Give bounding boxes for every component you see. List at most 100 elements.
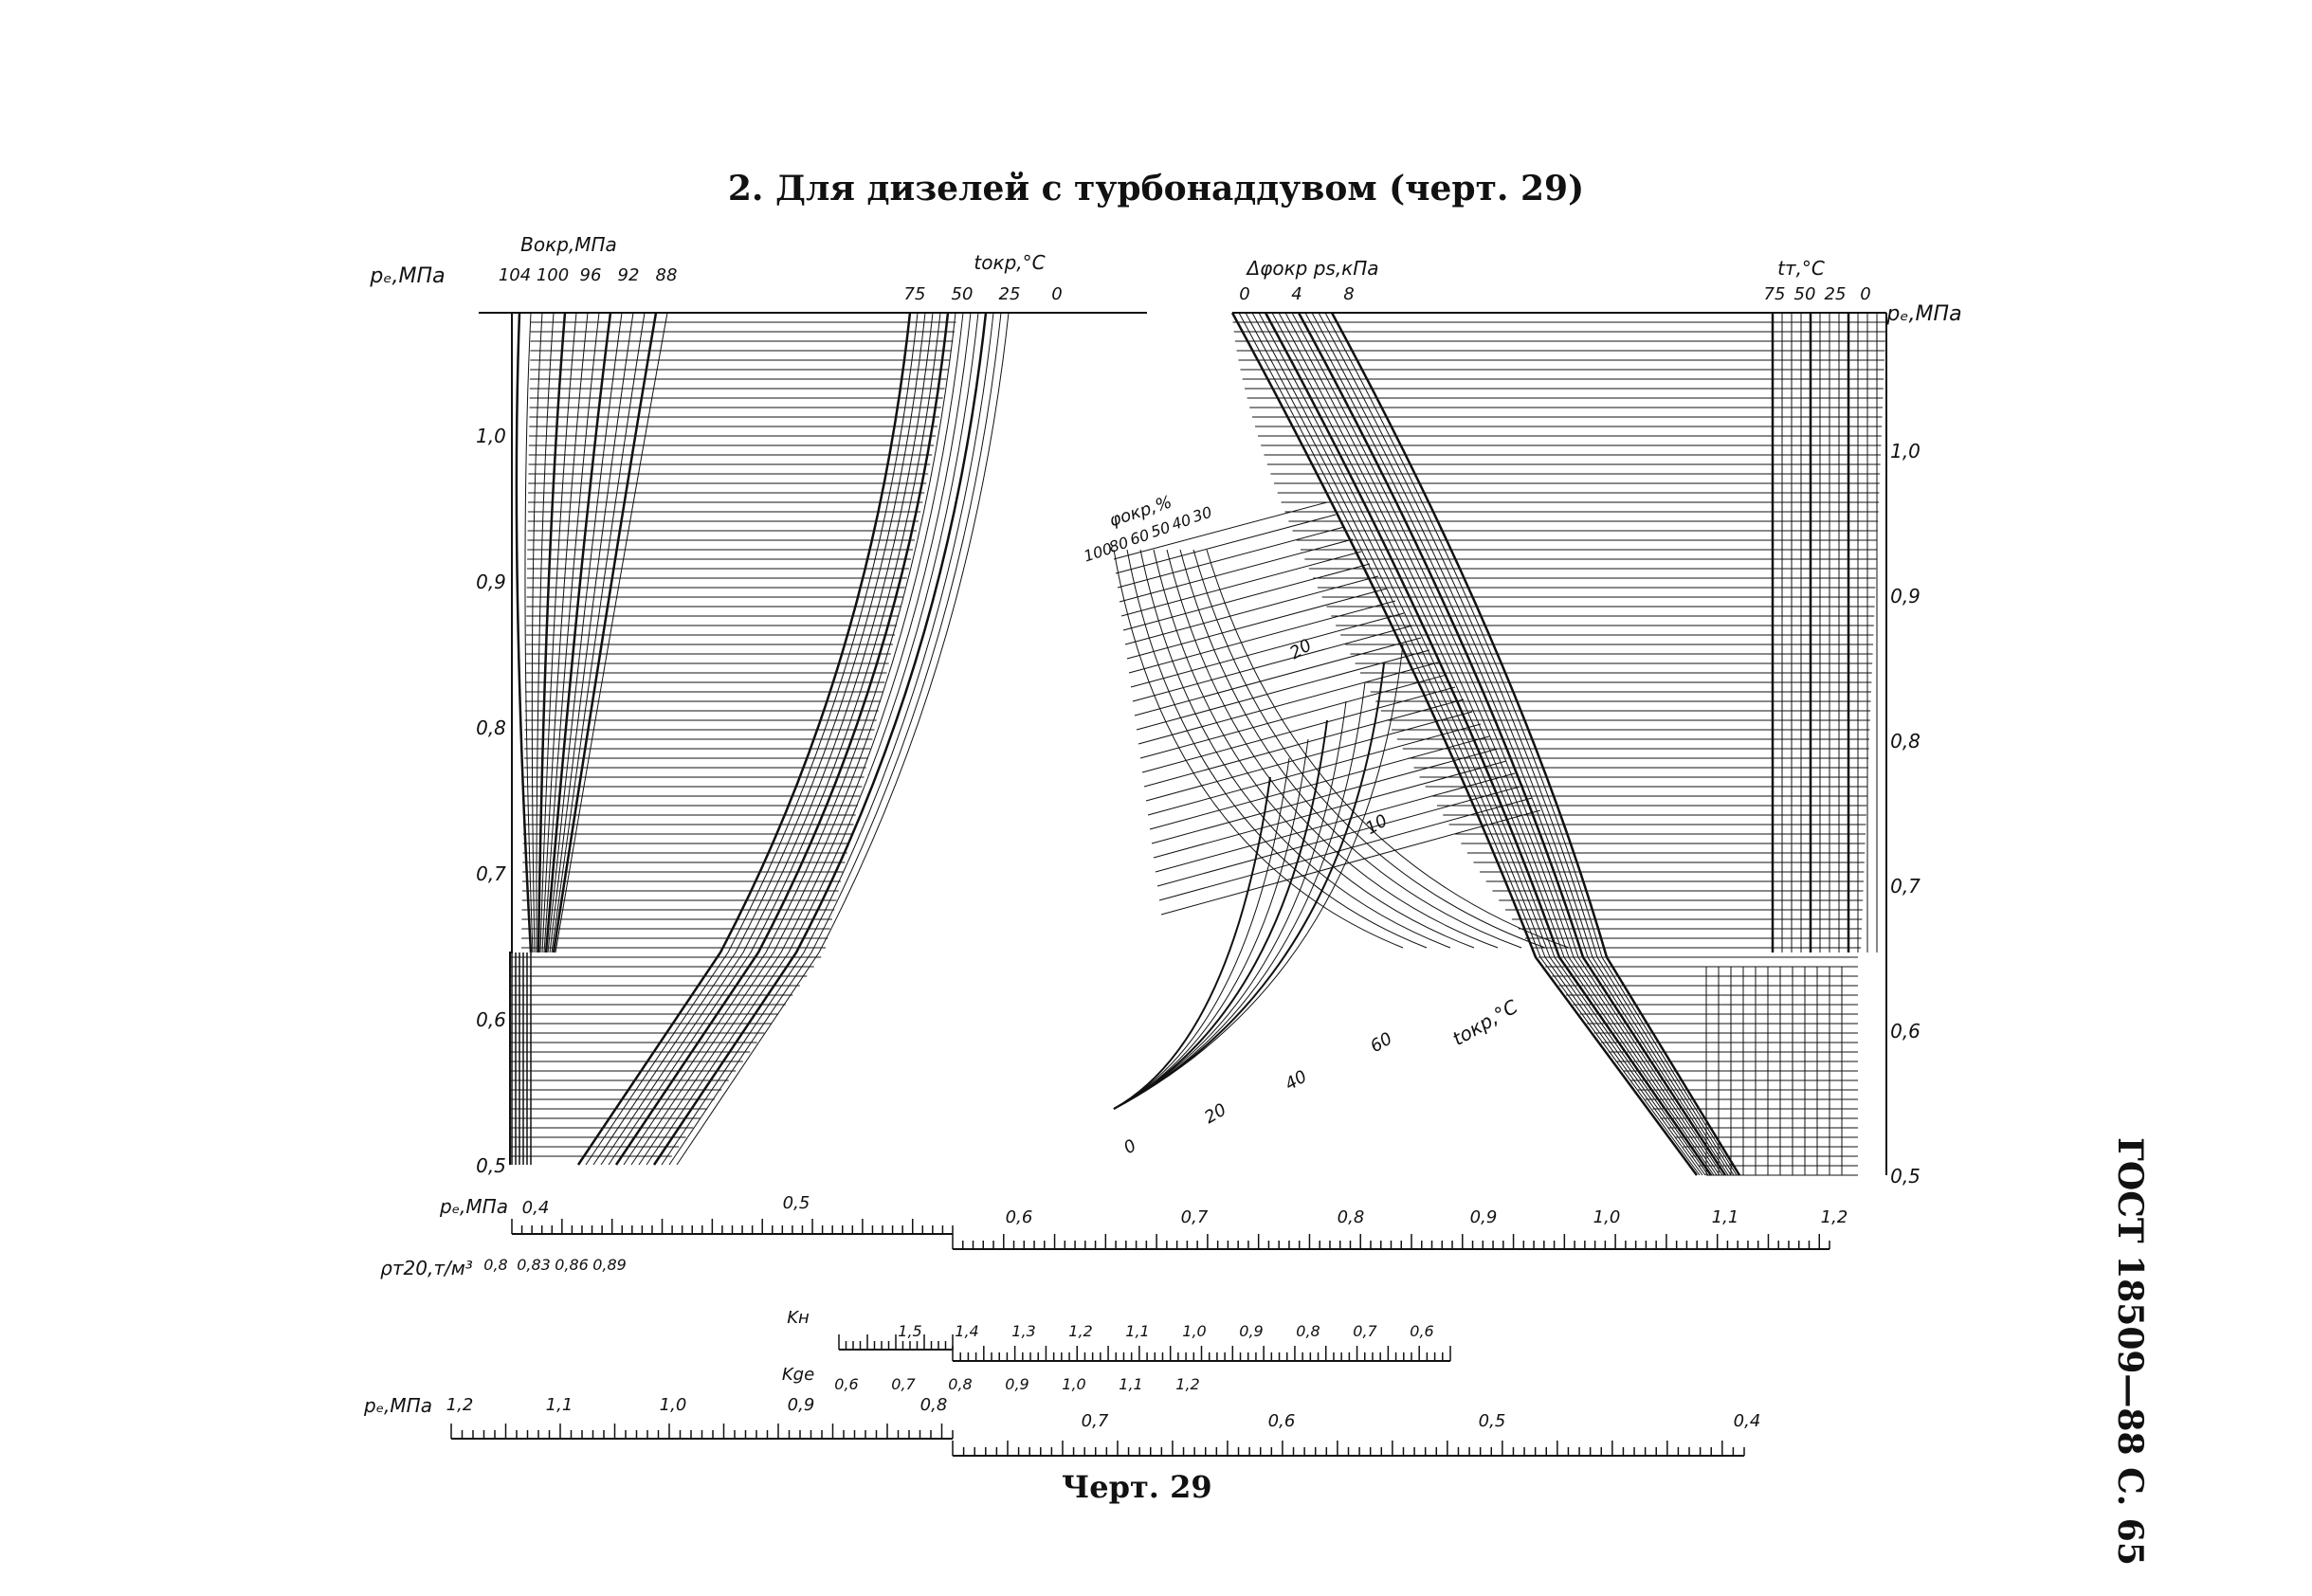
figure-caption: Черт. 29	[1062, 1469, 1212, 1505]
t-okr-inner-tick: 0	[1120, 1135, 1139, 1158]
kn-tick: 1,2	[1068, 1322, 1092, 1340]
fan-curve	[1113, 662, 1385, 1110]
chart-title: 2. Для дизелей с турбонаддувом (черт. 29…	[727, 169, 1585, 209]
pe-bottom-tick: 0,8	[1338, 1207, 1365, 1227]
delta-phi-tick: 0	[1239, 284, 1249, 304]
t-okr-curve	[608, 312, 941, 1166]
pe-e-tick: 0,9	[788, 1395, 815, 1415]
pe-right-tick: 0,6	[1890, 1020, 1921, 1043]
b-okr-curve	[537, 312, 567, 953]
t-okr-top-tick: 75	[904, 284, 926, 304]
delta-phi-curve	[1330, 312, 1741, 1176]
kge-tick: 1,0	[1062, 1375, 1085, 1393]
delta-phi-curve	[1278, 312, 1718, 1176]
t-okr-curve	[623, 312, 956, 1166]
kge-tick: 1,1	[1119, 1375, 1142, 1393]
delta-phi-curve	[1271, 312, 1715, 1176]
pe-e-label: pₑ,МПа	[363, 1394, 432, 1417]
inner-line	[1141, 686, 1456, 773]
pe-bottom-tick: 1,2	[1821, 1207, 1848, 1227]
axis-labels: pₑ,МПа pₑ,МПа Bокр,МПа tокр,°C Δφокр ps,кПа t…	[363, 233, 1962, 1431]
kge-tick: 1,2	[1175, 1375, 1199, 1393]
inner-line	[1124, 575, 1379, 645]
kge-label: Kgе	[782, 1365, 814, 1385]
b-okr-curve	[555, 312, 668, 953]
inner-humidity-nomogram	[1113, 501, 1570, 1110]
kn-tick: 1,0	[1182, 1322, 1206, 1340]
rho-tick: 0,8	[483, 1256, 507, 1274]
kn-tick: 1,4	[955, 1322, 978, 1340]
b-okr-curve	[524, 312, 534, 953]
phi-curve	[1139, 549, 1451, 949]
b-okr-curve	[543, 312, 600, 953]
pe-left-tick: 1,0	[476, 425, 506, 447]
pe-left-tick: 0,6	[476, 1008, 506, 1031]
inner-line	[1136, 649, 1430, 731]
delta-phi-curve	[1230, 312, 1699, 1176]
t-okr-curve	[646, 312, 979, 1166]
t-okr-curve	[652, 312, 988, 1166]
bottom-scales	[450, 1219, 1830, 1457]
t-okr-inner-tick: 60	[1367, 1028, 1395, 1057]
inner-line	[1130, 612, 1405, 688]
pe-right-label: pₑ,МПа	[1885, 302, 1961, 326]
t-t-tick: 25	[1825, 284, 1847, 304]
pe-left-tick: 0,9	[476, 571, 506, 593]
t-t-tick: 0	[1860, 284, 1870, 304]
t-okr-top-tick: 25	[999, 284, 1021, 304]
inner-line	[1149, 735, 1490, 830]
inner-line	[1160, 809, 1541, 916]
t-okr-curve	[638, 312, 972, 1166]
t-okr-curve	[630, 312, 964, 1166]
phi-curve	[1192, 549, 1546, 949]
fan-curve	[1113, 776, 1271, 1110]
pe-bottom-tick: 0,5	[783, 1193, 810, 1213]
t-okr-curve	[614, 312, 950, 1166]
t-okr-curve	[585, 312, 919, 1166]
b-okr-curve	[539, 312, 577, 953]
b-okr-label: Bокр,МПа	[520, 233, 617, 256]
delta-phi-curve	[1284, 312, 1720, 1176]
side-page-label: ГОСТ 18509—88 С. 65	[2110, 1137, 2150, 1566]
pe-bottom-label: pₑ,МПа	[439, 1195, 508, 1218]
fan-curve	[1113, 644, 1404, 1110]
inner-line	[1115, 514, 1337, 574]
pe-right-tick: 0,8	[1890, 730, 1921, 753]
b-okr-tick: 100	[537, 265, 569, 285]
t-t-label: tт,°C	[1777, 257, 1825, 280]
delta-phi-curve	[1258, 312, 1709, 1176]
t-okr-curve	[668, 312, 1002, 1166]
kn-tick: 1,3	[1011, 1322, 1035, 1340]
kn-tick: 0,6	[1410, 1322, 1433, 1340]
delta-phi-curve	[1324, 312, 1738, 1176]
delta-phi-label: Δφокр ps,кПа	[1245, 257, 1378, 280]
fan-curve	[1113, 757, 1290, 1110]
delta-phi-curve	[1251, 312, 1706, 1176]
phi-curve	[1126, 549, 1428, 949]
inner-line	[1145, 711, 1473, 802]
pe-right-tick: 0,7	[1890, 875, 1921, 898]
left-boundary	[509, 313, 513, 1165]
delta-phi-curve	[1264, 312, 1713, 1176]
kn-tick: 1,5	[898, 1322, 921, 1340]
t-okr-inner-tick: 40	[1282, 1066, 1310, 1095]
t-okr-curve	[592, 312, 926, 1166]
b-okr-curve	[551, 312, 646, 953]
b-okr-curve	[544, 312, 612, 953]
inner-line	[1153, 760, 1507, 859]
rho-tick: 0,89	[592, 1256, 627, 1274]
kge-tick: 0,8	[948, 1375, 972, 1393]
nomogram-grid	[479, 312, 1887, 1176]
inner-line	[1138, 662, 1439, 745]
b-okr-tick: 92	[618, 265, 640, 285]
phi-curve	[1179, 549, 1522, 949]
phi-curve	[1206, 549, 1570, 949]
inner-line	[1155, 772, 1516, 873]
pe-right-tick: 0,9	[1890, 585, 1921, 608]
pe-bottom-tick: 1,1	[1712, 1207, 1739, 1227]
b-okr-curve	[541, 312, 589, 953]
t-t-tick: 50	[1794, 284, 1816, 304]
delta-phi-curve	[1291, 312, 1723, 1176]
t-okr-top-tick: 0	[1051, 284, 1062, 304]
delta-phi-curve	[1297, 312, 1727, 1176]
